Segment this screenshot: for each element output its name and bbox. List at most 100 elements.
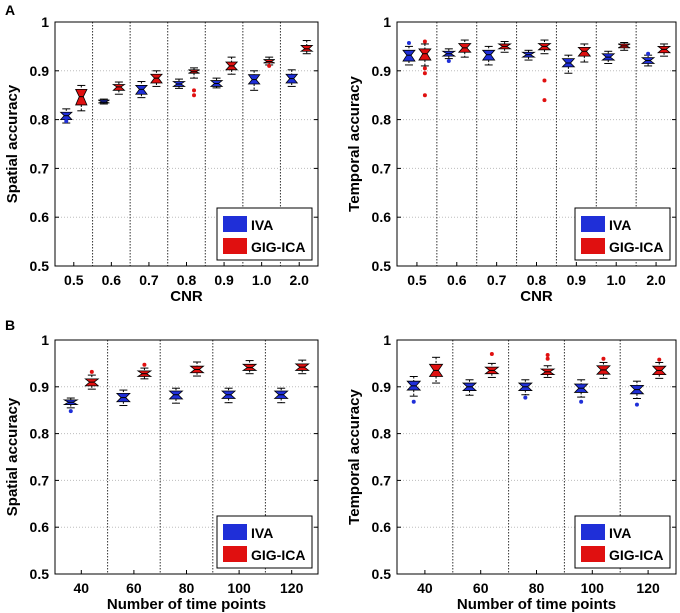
box-iva-2.0 bbox=[285, 69, 299, 87]
box-gig-ica-100 bbox=[596, 356, 611, 379]
x-tick-label: 0.8 bbox=[177, 272, 197, 288]
legend-label-gig-ica: GIG-ICA bbox=[251, 239, 305, 255]
box-gig-ica-60 bbox=[136, 362, 153, 380]
x-axis-label: CNR bbox=[170, 288, 203, 305]
outlier-point bbox=[542, 78, 547, 83]
box-iva-100 bbox=[573, 379, 589, 404]
y-tick-label: 0.8 bbox=[30, 112, 50, 128]
box-iva-100 bbox=[221, 387, 237, 404]
box-iva-40 bbox=[406, 376, 422, 404]
legend-label-gig-ica: GIG-ICA bbox=[609, 547, 663, 563]
outlier-point bbox=[422, 66, 427, 71]
y-axis-label: Spatial accuracy bbox=[4, 397, 21, 516]
outlier-point bbox=[411, 399, 416, 404]
panel-label-a: A bbox=[5, 2, 15, 18]
outlier-point bbox=[446, 59, 451, 64]
x-tick-label: 80 bbox=[179, 580, 195, 596]
outlier-point bbox=[422, 93, 427, 98]
y-tick-label: 1 bbox=[41, 332, 49, 348]
box-iva-60 bbox=[115, 389, 131, 407]
outlier-point bbox=[422, 71, 427, 76]
x-tick-label: 80 bbox=[529, 580, 545, 596]
box-gig-ica-0.8 bbox=[537, 39, 552, 103]
y-tick-label: 0.8 bbox=[30, 426, 50, 442]
legend-swatch-iva bbox=[581, 524, 605, 540]
box-gig-ica-0.9 bbox=[225, 56, 239, 75]
legend-swatch-iva bbox=[581, 216, 605, 232]
x-tick-label: 0.6 bbox=[447, 272, 467, 288]
y-tick-label: 0.5 bbox=[372, 566, 392, 582]
legend: IVA GIG-ICA bbox=[216, 207, 313, 261]
box-iva-0.6 bbox=[441, 48, 457, 64]
x-tick-label: 100 bbox=[227, 580, 251, 596]
box-iva-0.6 bbox=[98, 98, 110, 105]
outlier-point bbox=[523, 395, 528, 400]
box-iva-1.0 bbox=[247, 70, 261, 91]
y-tick-label: 0.5 bbox=[30, 258, 50, 274]
box-gig-ica-0.7 bbox=[497, 41, 512, 53]
x-tick-label: 0.9 bbox=[567, 272, 587, 288]
outlier-point bbox=[601, 356, 606, 361]
box-iva-40 bbox=[62, 397, 79, 414]
y-tick-label: 0.5 bbox=[30, 566, 50, 582]
box-iva-120 bbox=[273, 387, 289, 404]
legend-label-iva: IVA bbox=[609, 525, 631, 541]
y-tick-label: 0.6 bbox=[30, 519, 50, 535]
y-tick-label: 0.7 bbox=[30, 472, 50, 488]
y-tick-label: 0.9 bbox=[30, 379, 50, 395]
box-gig-ica-1.0 bbox=[263, 56, 275, 68]
outlier-point bbox=[545, 352, 550, 357]
box-iva-80 bbox=[517, 379, 533, 400]
outlier-point bbox=[192, 93, 197, 98]
box-gig-ica-1.0 bbox=[618, 41, 631, 51]
x-tick-label: 60 bbox=[126, 580, 142, 596]
y-tick-label: 0.7 bbox=[30, 160, 50, 176]
box-gig-ica-0.6 bbox=[111, 81, 126, 95]
box-gig-ica-0.9 bbox=[577, 43, 592, 63]
outlier-point bbox=[64, 119, 69, 124]
box-gig-ica-80 bbox=[189, 361, 205, 377]
legend-label-iva: IVA bbox=[609, 217, 631, 233]
chart-b-temporal: 0.5 0.6 0.7 0.8 0.9 1 40 60 80 100 120 Number of ti… bbox=[346, 332, 677, 613]
x-tick-label: 1.0 bbox=[252, 272, 272, 288]
box-iva-2.0 bbox=[640, 51, 656, 67]
legend-label-iva: IVA bbox=[251, 525, 273, 541]
box-iva-0.8 bbox=[521, 49, 536, 61]
outlier-point bbox=[192, 88, 197, 93]
box-iva-120 bbox=[629, 380, 645, 407]
x-tick-label: 2.0 bbox=[289, 272, 309, 288]
x-tick-label: 0.8 bbox=[527, 272, 547, 288]
x-tick-label: 0.7 bbox=[139, 272, 159, 288]
y-axis-label: Temporal accuracy bbox=[346, 389, 363, 525]
chart-b-spatial: 0.5 0.6 0.7 0.8 0.9 1 40 60 80 100 120 Number of ti… bbox=[4, 332, 319, 613]
outlier-point bbox=[634, 402, 639, 407]
box-gig-ica-0.6 bbox=[457, 39, 472, 58]
box-gig-ica-2.0 bbox=[656, 43, 672, 57]
box-gig-ica-0.5 bbox=[418, 39, 432, 98]
y-tick-label: 0.9 bbox=[372, 63, 392, 79]
y-tick-label: 0.7 bbox=[372, 160, 392, 176]
x-axis-label: Number of time points bbox=[457, 596, 616, 613]
x-tick-label: 120 bbox=[636, 580, 660, 596]
legend-label-iva: IVA bbox=[251, 217, 273, 233]
x-axis-label: Number of time points bbox=[107, 596, 266, 613]
box-gig-ica-120 bbox=[651, 357, 667, 379]
x-tick-label: 0.5 bbox=[407, 272, 427, 288]
x-tick-label: 2.0 bbox=[646, 272, 666, 288]
box-iva-1.0 bbox=[601, 50, 616, 64]
x-tick-label: 100 bbox=[581, 580, 605, 596]
y-tick-label: 1 bbox=[383, 332, 391, 348]
y-tick-label: 0.7 bbox=[372, 472, 392, 488]
y-tick-label: 0.8 bbox=[372, 426, 392, 442]
x-tick-label: 40 bbox=[417, 580, 433, 596]
y-tick-label: 0.5 bbox=[372, 258, 392, 274]
box-gig-ica-40 bbox=[84, 369, 100, 390]
legend-swatch-gig-ica bbox=[223, 546, 247, 562]
chart-a-temporal: 0.5 0.6 0.7 0.8 0.9 1 0.5 0.6 0.7 0.8 0.9 1.0 2.0 CNR… bbox=[346, 14, 677, 305]
box-iva-0.5 bbox=[402, 40, 416, 66]
box-iva-0.9 bbox=[209, 77, 224, 89]
legend-swatch-iva bbox=[223, 216, 247, 232]
y-tick-label: 0.8 bbox=[372, 112, 392, 128]
box-iva-0.7 bbox=[134, 81, 148, 99]
